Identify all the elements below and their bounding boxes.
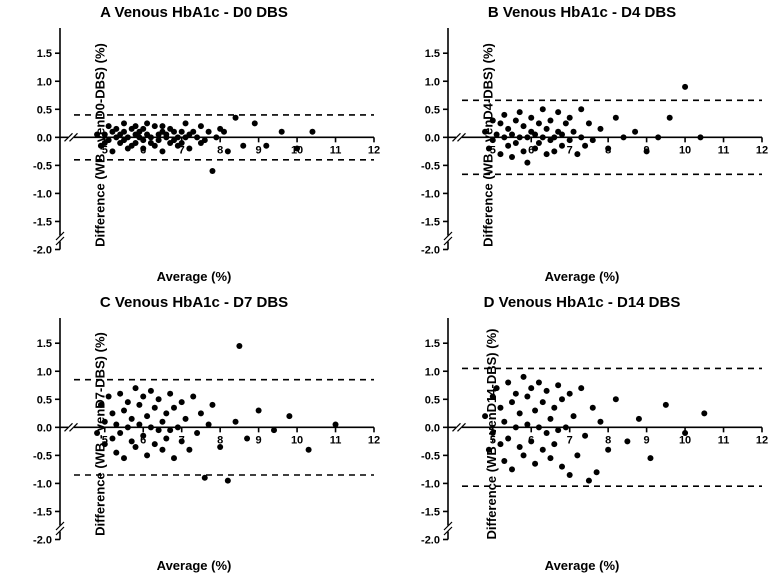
svg-text:7: 7 [567, 144, 573, 156]
panel-title: C Venous HbA1c - D7 DBS [0, 294, 388, 311]
svg-text:10: 10 [291, 434, 303, 446]
svg-text:-2.0: -2.0 [421, 245, 440, 257]
svg-text:-2.0: -2.0 [33, 245, 52, 257]
panel-A: A Venous HbA1c - D0 DBSDifference (WB - … [0, 0, 388, 290]
plot-area: 56789101112-2.0-1.5-1.0-0.50.00.51.01.5 [448, 318, 762, 540]
scatter-svg: 56789101112-2.0-1.5-1.0-0.50.00.51.01.5 [60, 318, 374, 540]
panel-title: D Venous HbA1c - D14 DBS [388, 294, 776, 311]
svg-text:0.0: 0.0 [425, 132, 440, 144]
svg-text:0.0: 0.0 [37, 132, 52, 144]
svg-text:-0.5: -0.5 [33, 160, 52, 172]
svg-text:9: 9 [256, 144, 262, 156]
panel-title: B Venous HbA1c - D4 DBS [388, 4, 776, 21]
plot-area: 56789101112-2.0-1.5-1.0-0.50.00.51.01.5 [60, 28, 374, 250]
svg-text:-1.0: -1.0 [421, 188, 440, 200]
svg-text:0.5: 0.5 [37, 104, 52, 116]
figure: A Venous HbA1c - D0 DBSDifference (WB - … [0, 0, 776, 579]
svg-text:0.0: 0.0 [425, 422, 440, 434]
x-axis-label: Average (%) [0, 269, 388, 284]
panel-B: B Venous HbA1c - D4 DBSDifference (WB - … [388, 0, 776, 290]
svg-text:9: 9 [256, 434, 262, 446]
svg-text:12: 12 [368, 144, 380, 156]
svg-text:11: 11 [718, 144, 730, 156]
svg-text:1.0: 1.0 [425, 76, 440, 88]
svg-text:-1.5: -1.5 [33, 506, 52, 518]
svg-text:0.0: 0.0 [37, 422, 52, 434]
panel-D: D Venous HbA1c - D14 DBSDifference (WB -… [388, 290, 776, 579]
x-axis-label: Average (%) [388, 269, 776, 284]
svg-text:-0.5: -0.5 [421, 450, 440, 462]
svg-text:1.0: 1.0 [37, 366, 52, 378]
svg-text:-0.5: -0.5 [33, 450, 52, 462]
svg-text:1.0: 1.0 [425, 366, 440, 378]
panel-C: C Venous HbA1c - D7 DBSDifference (WB - … [0, 290, 388, 579]
svg-text:1.0: 1.0 [37, 76, 52, 88]
svg-text:10: 10 [679, 434, 691, 446]
svg-text:-1.0: -1.0 [33, 188, 52, 200]
svg-text:-2.0: -2.0 [33, 534, 52, 546]
svg-text:-1.5: -1.5 [421, 506, 440, 518]
plot-area: 56789101112-2.0-1.5-1.0-0.50.00.51.01.5 [60, 318, 374, 540]
svg-text:-1.5: -1.5 [33, 216, 52, 228]
svg-text:1.5: 1.5 [425, 338, 440, 350]
svg-text:-1.0: -1.0 [33, 478, 52, 490]
svg-text:11: 11 [330, 144, 342, 156]
plot-area: 56789101112-2.0-1.5-1.0-0.50.00.51.01.5 [448, 28, 762, 250]
svg-text:1.5: 1.5 [37, 48, 52, 60]
panel-grid: A Venous HbA1c - D0 DBSDifference (WB - … [0, 0, 776, 579]
svg-text:-1.5: -1.5 [421, 216, 440, 228]
svg-text:0.5: 0.5 [425, 104, 440, 116]
svg-text:7: 7 [567, 434, 573, 446]
svg-text:9: 9 [644, 434, 650, 446]
svg-text:0.5: 0.5 [425, 394, 440, 406]
x-axis-label: Average (%) [388, 558, 776, 573]
svg-text:12: 12 [756, 144, 768, 156]
svg-text:11: 11 [330, 434, 342, 446]
svg-text:1.5: 1.5 [425, 48, 440, 60]
svg-text:1.5: 1.5 [37, 338, 52, 350]
x-axis-label: Average (%) [0, 558, 388, 573]
svg-text:0.5: 0.5 [37, 394, 52, 406]
svg-text:12: 12 [756, 434, 768, 446]
scatter-svg: 56789101112-2.0-1.5-1.0-0.50.00.51.01.5 [448, 28, 762, 250]
svg-text:8: 8 [217, 144, 223, 156]
svg-text:-0.5: -0.5 [421, 160, 440, 172]
svg-text:-1.0: -1.0 [421, 478, 440, 490]
svg-text:5: 5 [490, 434, 496, 446]
svg-text:12: 12 [368, 434, 380, 446]
svg-text:-2.0: -2.0 [421, 534, 440, 546]
svg-text:10: 10 [679, 144, 691, 156]
svg-text:11: 11 [718, 434, 730, 446]
scatter-svg: 56789101112-2.0-1.5-1.0-0.50.00.51.01.5 [448, 318, 762, 540]
svg-text:8: 8 [605, 434, 611, 446]
panel-title: A Venous HbA1c - D0 DBS [0, 4, 388, 21]
scatter-svg: 56789101112-2.0-1.5-1.0-0.50.00.51.01.5 [60, 28, 374, 250]
